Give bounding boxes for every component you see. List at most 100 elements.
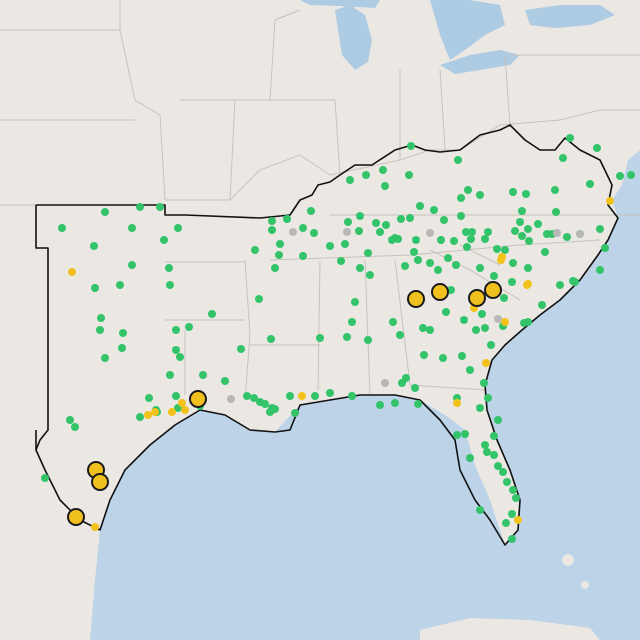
green-marker[interactable]: [364, 336, 372, 344]
green-marker[interactable]: [414, 400, 422, 408]
green-marker[interactable]: [481, 441, 489, 449]
green-marker[interactable]: [116, 281, 124, 289]
green-marker[interactable]: [268, 226, 276, 234]
green-marker[interactable]: [379, 166, 387, 174]
green-marker[interactable]: [453, 431, 461, 439]
green-marker[interactable]: [508, 278, 516, 286]
green-marker[interactable]: [172, 392, 180, 400]
green-marker[interactable]: [348, 392, 356, 400]
green-marker[interactable]: [299, 224, 307, 232]
green-marker[interactable]: [165, 264, 173, 272]
large-marker[interactable]: [67, 508, 85, 526]
green-marker[interactable]: [552, 208, 560, 216]
green-marker[interactable]: [476, 191, 484, 199]
green-marker[interactable]: [97, 314, 105, 322]
green-marker[interactable]: [457, 212, 465, 220]
green-marker[interactable]: [524, 318, 532, 326]
green-marker[interactable]: [41, 474, 49, 482]
green-marker[interactable]: [101, 354, 109, 362]
green-marker[interactable]: [601, 244, 609, 252]
green-marker[interactable]: [434, 266, 442, 274]
green-marker[interactable]: [440, 216, 448, 224]
gray-marker[interactable]: [494, 315, 502, 323]
green-marker[interactable]: [499, 468, 507, 476]
green-marker[interactable]: [462, 228, 470, 236]
gray-markers[interactable]: [227, 228, 584, 403]
green-marker[interactable]: [406, 214, 414, 222]
green-marker[interactable]: [518, 207, 526, 215]
green-marker[interactable]: [341, 240, 349, 248]
green-markers[interactable]: [41, 134, 635, 543]
green-marker[interactable]: [484, 228, 492, 236]
green-marker[interactable]: [467, 235, 475, 243]
green-marker[interactable]: [398, 379, 406, 387]
green-marker[interactable]: [119, 329, 127, 337]
green-marker[interactable]: [128, 224, 136, 232]
green-marker[interactable]: [91, 284, 99, 292]
green-marker[interactable]: [476, 506, 484, 514]
yellow-marker[interactable]: [68, 268, 76, 276]
green-marker[interactable]: [411, 384, 419, 392]
green-marker[interactable]: [420, 351, 428, 359]
green-marker[interactable]: [326, 242, 334, 250]
green-marker[interactable]: [174, 224, 182, 232]
green-marker[interactable]: [593, 144, 601, 152]
green-marker[interactable]: [172, 326, 180, 334]
green-marker[interactable]: [509, 486, 517, 494]
green-marker[interactable]: [426, 259, 434, 267]
green-marker[interactable]: [490, 432, 498, 440]
green-marker[interactable]: [243, 392, 251, 400]
gray-marker[interactable]: [289, 228, 297, 236]
green-marker[interactable]: [416, 202, 424, 210]
green-marker[interactable]: [410, 248, 418, 256]
gray-marker[interactable]: [553, 229, 561, 237]
green-marker[interactable]: [311, 392, 319, 400]
green-marker[interactable]: [430, 206, 438, 214]
green-marker[interactable]: [364, 249, 372, 257]
yellow-marker[interactable]: [524, 280, 532, 288]
green-marker[interactable]: [166, 281, 174, 289]
green-marker[interactable]: [286, 392, 294, 400]
green-marker[interactable]: [466, 366, 474, 374]
green-marker[interactable]: [478, 310, 486, 318]
green-marker[interactable]: [381, 182, 389, 190]
green-marker[interactable]: [346, 176, 354, 184]
green-marker[interactable]: [534, 220, 542, 228]
green-marker[interactable]: [508, 535, 516, 543]
green-marker[interactable]: [516, 218, 524, 226]
green-marker[interactable]: [250, 394, 258, 402]
green-marker[interactable]: [255, 295, 263, 303]
green-marker[interactable]: [461, 430, 469, 438]
gray-marker[interactable]: [343, 228, 351, 236]
green-marker[interactable]: [355, 227, 363, 235]
green-marker[interactable]: [490, 272, 498, 280]
green-marker[interactable]: [283, 215, 291, 223]
green-marker[interactable]: [407, 142, 415, 150]
green-marker[interactable]: [326, 389, 334, 397]
green-marker[interactable]: [343, 333, 351, 341]
green-marker[interactable]: [136, 203, 144, 211]
yellow-marker[interactable]: [298, 392, 306, 400]
green-marker[interactable]: [468, 228, 476, 236]
green-marker[interactable]: [487, 341, 495, 349]
green-marker[interactable]: [437, 236, 445, 244]
green-marker[interactable]: [480, 379, 488, 387]
yellow-marker[interactable]: [453, 399, 461, 407]
green-marker[interactable]: [484, 394, 492, 402]
yellow-marker[interactable]: [482, 359, 490, 367]
green-marker[interactable]: [472, 326, 480, 334]
yellow-marker[interactable]: [151, 408, 159, 416]
green-marker[interactable]: [502, 519, 510, 527]
yellow-marker[interactable]: [501, 318, 509, 326]
green-marker[interactable]: [145, 394, 153, 402]
green-marker[interactable]: [556, 281, 564, 289]
green-marker[interactable]: [237, 345, 245, 353]
gray-marker[interactable]: [227, 395, 235, 403]
green-marker[interactable]: [136, 413, 144, 421]
large-marker[interactable]: [407, 290, 425, 308]
green-marker[interactable]: [267, 335, 275, 343]
green-marker[interactable]: [524, 264, 532, 272]
green-marker[interactable]: [444, 254, 452, 262]
green-marker[interactable]: [569, 277, 577, 285]
